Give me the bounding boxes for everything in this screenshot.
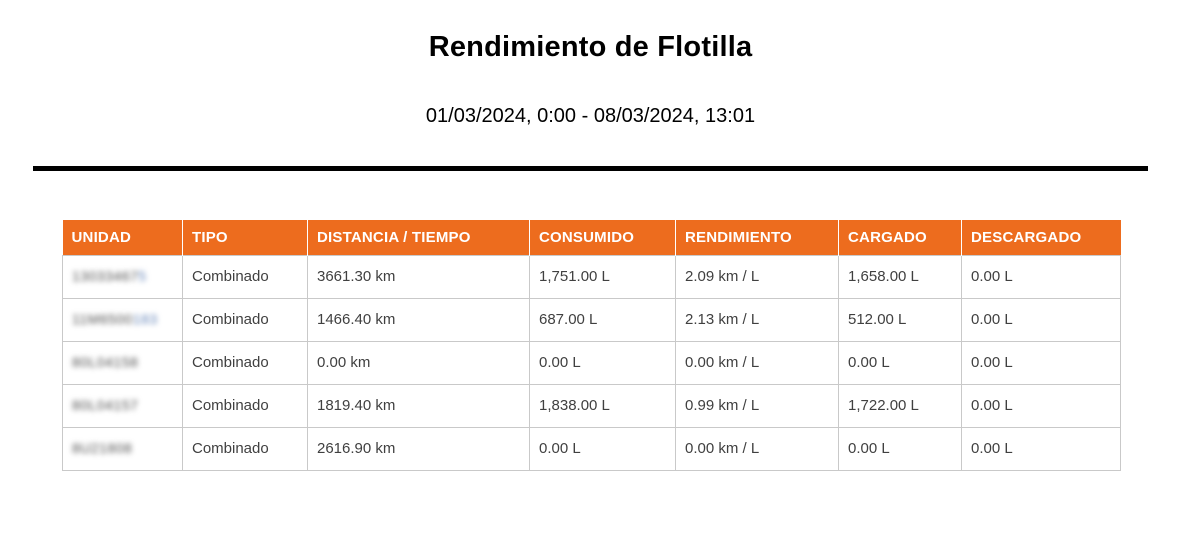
table-row: 8U21808 Combinado 2616.90 km 0.00 L 0.00… xyxy=(62,426,1121,471)
cell-consumido: 0.00 L xyxy=(529,426,676,471)
cell-rendimiento: 0.00 km / L xyxy=(675,426,839,471)
blurred-unit-id: 11M6500183 xyxy=(72,311,158,327)
page-title: Rendimiento de Flotilla xyxy=(428,31,753,63)
cell-unit-id-redacted: 80L04158 xyxy=(62,340,183,385)
blurred-unit-id: 80L04158 xyxy=(72,354,139,370)
column-header-tipo: TIPO xyxy=(182,220,308,255)
cell-cargado: 0.00 L xyxy=(838,340,962,385)
cell-distancia: 2616.90 km xyxy=(307,426,530,471)
cell-distancia: 1819.40 km xyxy=(307,383,530,428)
cell-consumido: 1,838.00 L xyxy=(529,383,676,428)
cell-unit-id-redacted: 11M6500183 xyxy=(62,297,183,342)
cell-consumido: 1,751.00 L xyxy=(529,254,676,299)
cell-consumido: 0.00 L xyxy=(529,340,676,385)
table-row: 130334675 Combinado 3661.30 km 1,751.00 … xyxy=(62,254,1121,299)
blurred-unit-id: 80L04157 xyxy=(72,397,139,413)
table-row: 80L04158 Combinado 0.00 km 0.00 L 0.00 k… xyxy=(62,340,1121,385)
cell-distancia: 3661.30 km xyxy=(307,254,530,299)
cell-cargado: 512.00 L xyxy=(838,297,962,342)
cell-tipo: Combinado xyxy=(182,383,308,428)
cell-distancia: 1466.40 km xyxy=(307,297,530,342)
table-row: 11M6500183 Combinado 1466.40 km 687.00 L… xyxy=(62,297,1121,342)
column-header-rendimiento: RENDIMIENTO xyxy=(675,220,839,255)
cell-cargado: 0.00 L xyxy=(838,426,962,471)
title-divider xyxy=(33,166,1148,171)
cell-rendimiento: 2.13 km / L xyxy=(675,297,839,342)
fleet-performance-table: UNIDAD TIPO DISTANCIA / TIEMPO CONSUMIDO… xyxy=(62,220,1121,471)
fleet-table-container: UNIDAD TIPO DISTANCIA / TIEMPO CONSUMIDO… xyxy=(62,220,1121,471)
cell-descargado: 0.00 L xyxy=(961,254,1121,299)
column-header-distancia-tiempo: DISTANCIA / TIEMPO xyxy=(307,220,530,255)
cell-tipo: Combinado xyxy=(182,297,308,342)
blurred-unit-id: 130334675 xyxy=(72,268,147,284)
cell-descargado: 0.00 L xyxy=(961,297,1121,342)
cell-descargado: 0.00 L xyxy=(961,340,1121,385)
cell-consumido: 687.00 L xyxy=(529,297,676,342)
cell-rendimiento: 0.00 km / L xyxy=(675,340,839,385)
cell-cargado: 1,658.00 L xyxy=(838,254,962,299)
cell-descargado: 0.00 L xyxy=(961,383,1121,428)
cell-distancia: 0.00 km xyxy=(307,340,530,385)
column-header-descargado: DESCARGADO xyxy=(961,220,1121,255)
cell-unit-id-redacted: 8U21808 xyxy=(62,426,183,471)
cell-tipo: Combinado xyxy=(182,340,308,385)
table-header-row: UNIDAD TIPO DISTANCIA / TIEMPO CONSUMIDO… xyxy=(62,220,1121,255)
cell-tipo: Combinado xyxy=(182,254,308,299)
cell-cargado: 1,722.00 L xyxy=(838,383,962,428)
blurred-unit-id: 8U21808 xyxy=(72,440,133,456)
cell-rendimiento: 0.99 km / L xyxy=(675,383,839,428)
column-header-cargado: CARGADO xyxy=(838,220,962,255)
table-row: 80L04157 Combinado 1819.40 km 1,838.00 L… xyxy=(62,383,1121,428)
report-date-range: 01/03/2024, 0:00 - 08/03/2024, 13:01 xyxy=(425,105,756,127)
cell-unit-id-redacted: 130334675 xyxy=(62,254,183,299)
fleet-performance-report: Rendimiento de Flotilla 01/03/2024, 0:00… xyxy=(0,30,1181,534)
cell-rendimiento: 2.09 km / L xyxy=(675,254,839,299)
column-header-unidad: UNIDAD xyxy=(62,220,183,255)
column-header-consumido: CONSUMIDO xyxy=(529,220,676,255)
cell-unit-id-redacted: 80L04157 xyxy=(62,383,183,428)
cell-descargado: 0.00 L xyxy=(961,426,1121,471)
cell-tipo: Combinado xyxy=(182,426,308,471)
